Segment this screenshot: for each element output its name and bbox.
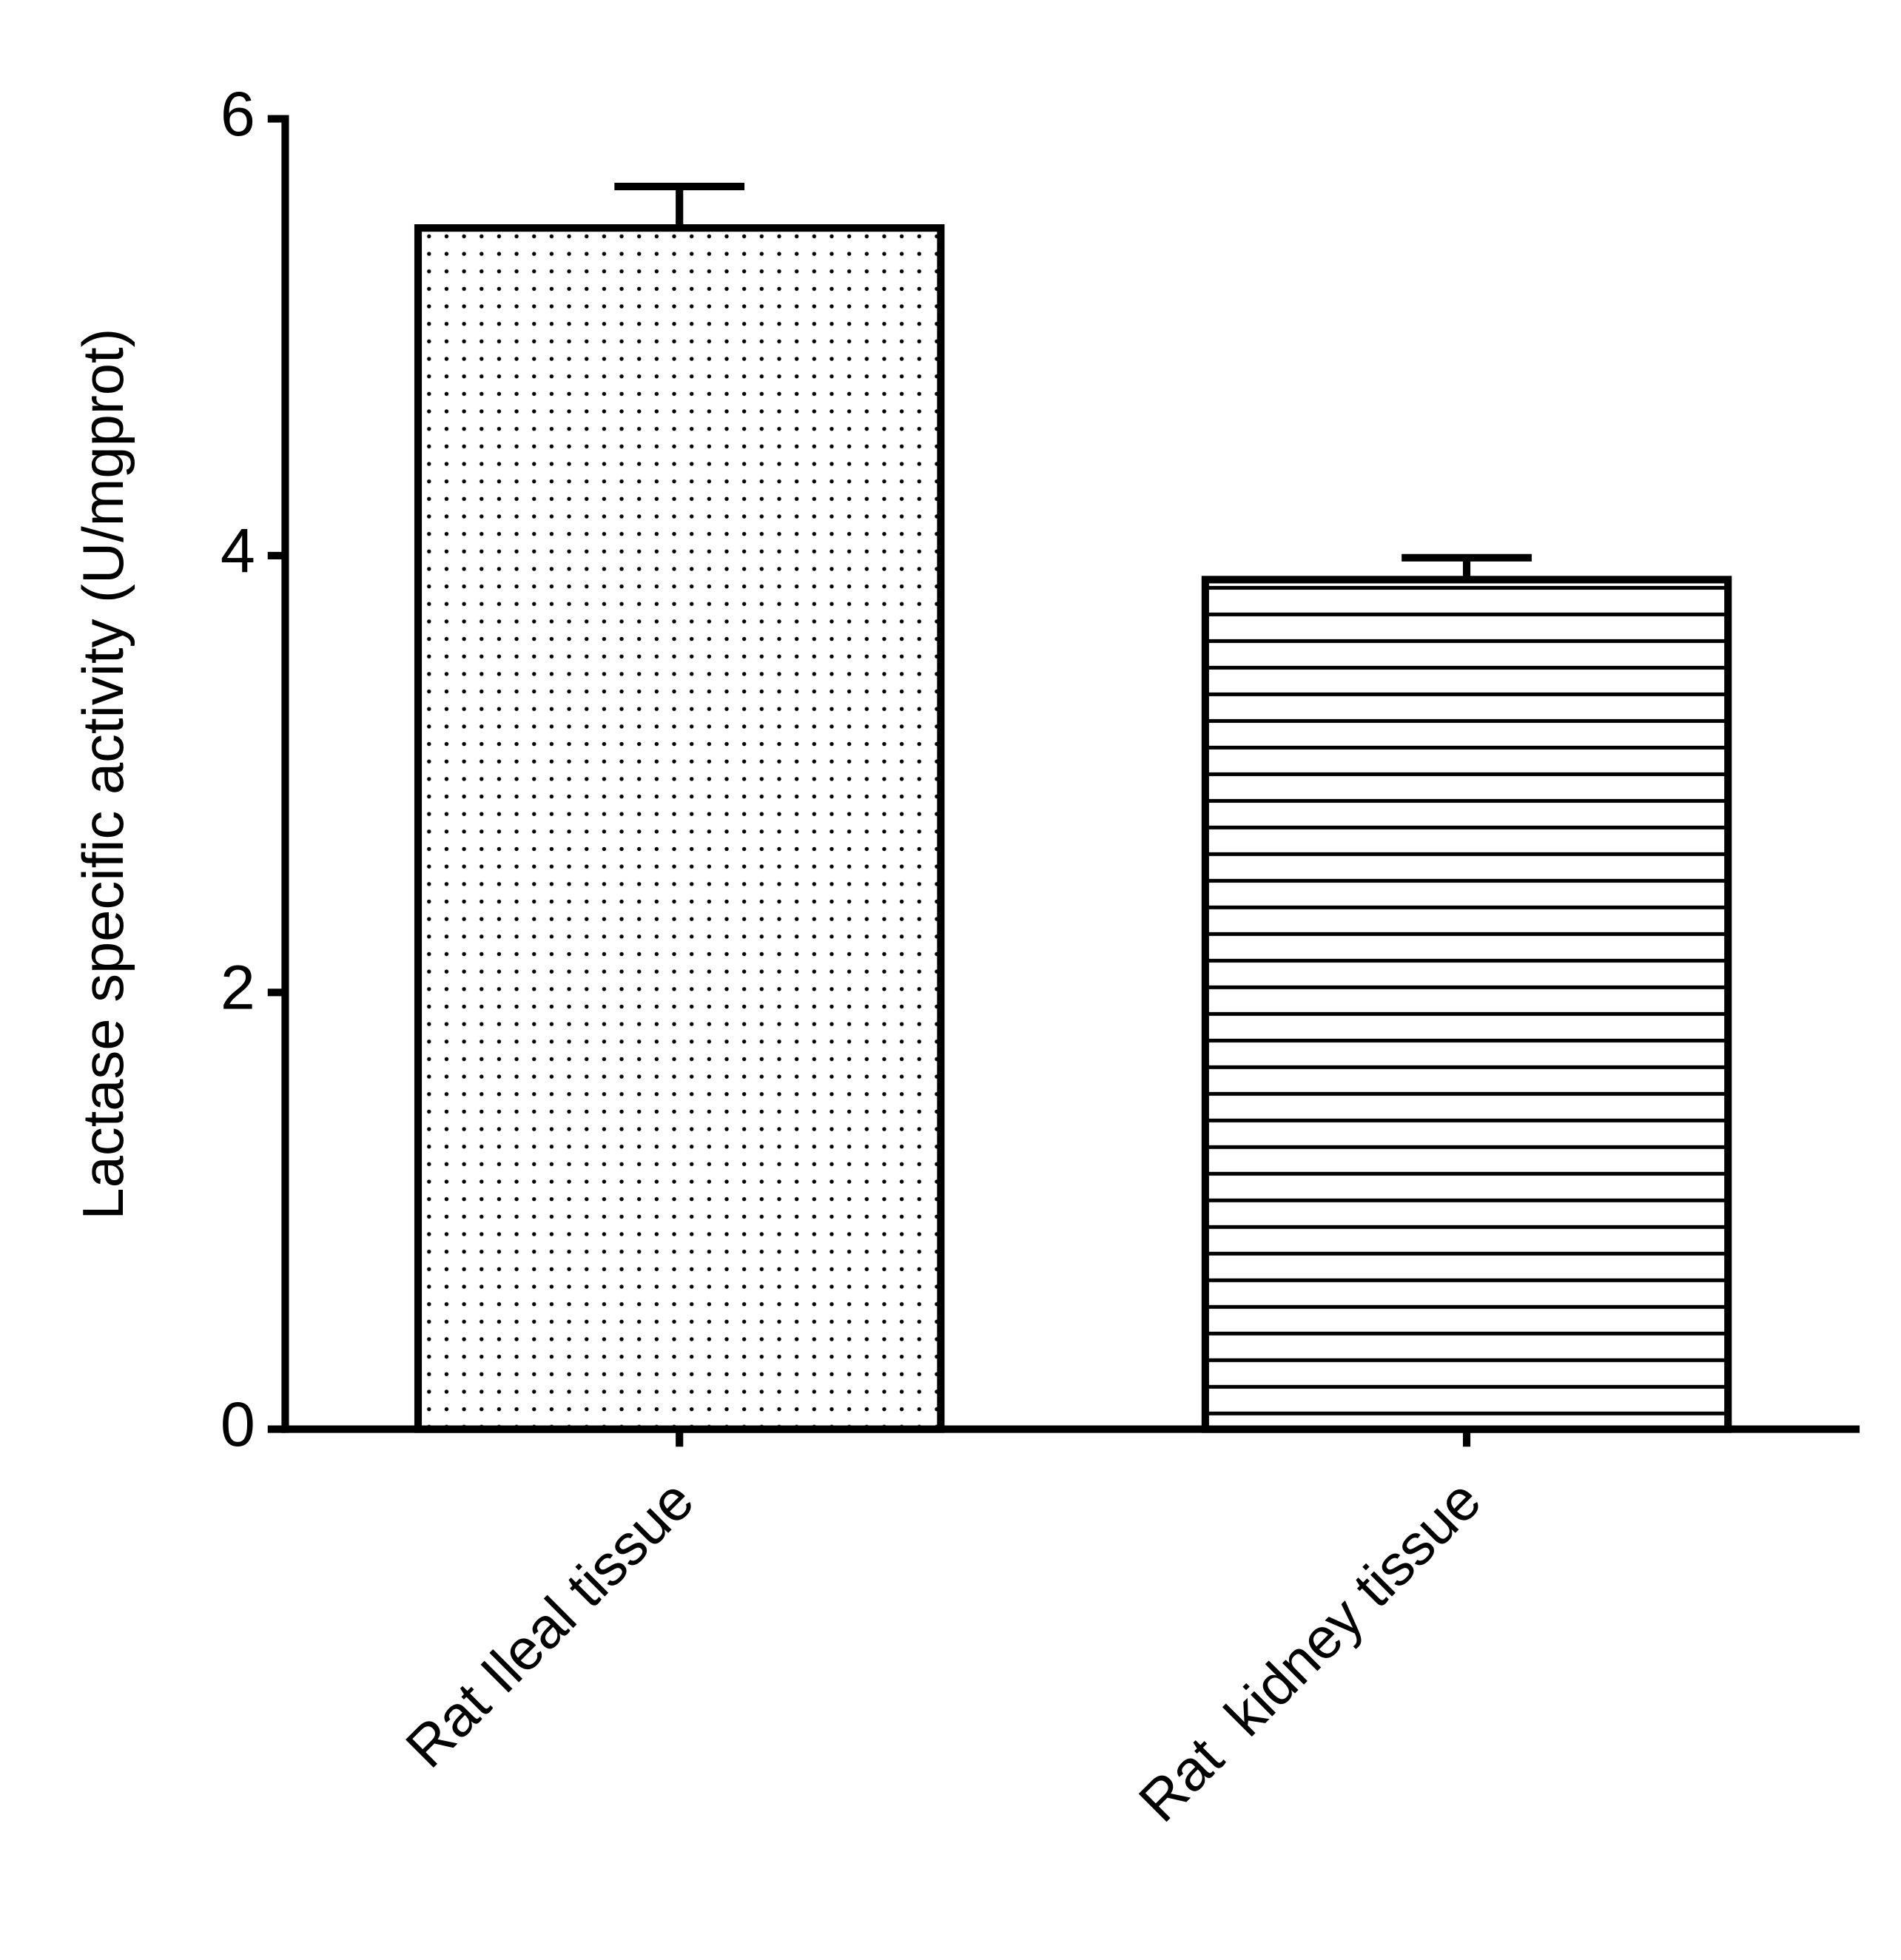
x-tick-label: Rat Ileal tissue <box>394 1468 706 1779</box>
x-tick-label: Rat kidney tissue <box>1127 1468 1493 1834</box>
y-tick-label: 4 <box>221 516 255 585</box>
y-tick-label: 0 <box>221 1390 255 1459</box>
y-axis-label: Lactase specific activity (U/mgprot) <box>72 329 135 1220</box>
y-tick-label: 6 <box>221 79 255 149</box>
y-tick-label: 2 <box>221 953 255 1023</box>
bar <box>414 224 945 1433</box>
bar <box>1201 576 1732 1433</box>
